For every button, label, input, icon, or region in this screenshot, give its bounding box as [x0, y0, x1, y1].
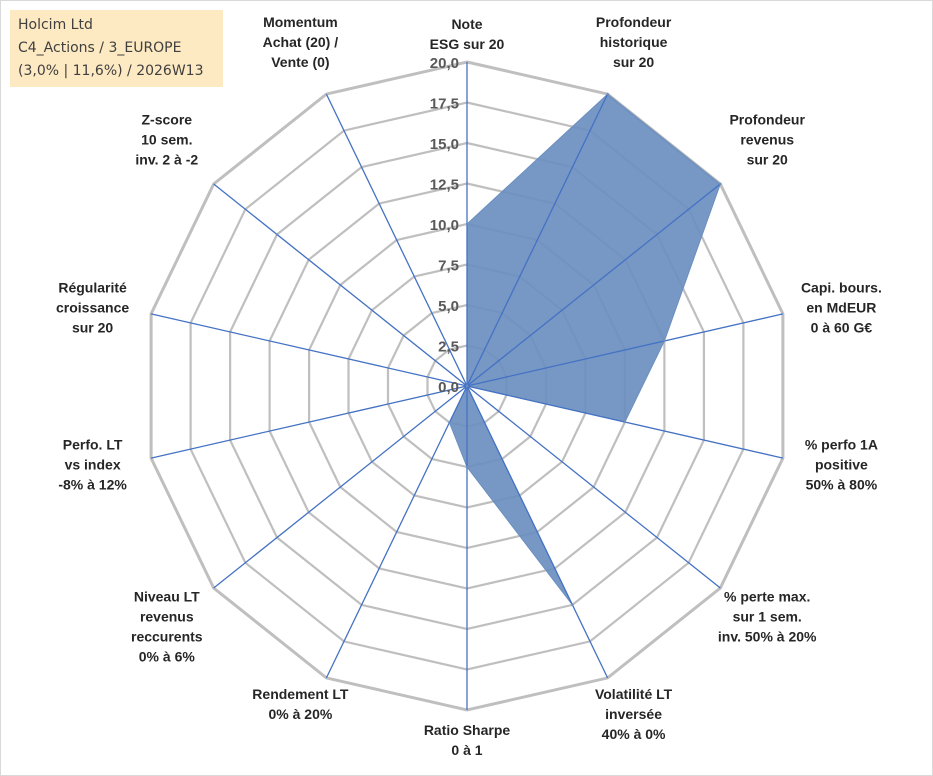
tick-label: 17,5: [430, 96, 459, 113]
data-point: [571, 603, 574, 607]
tick-label: 12,5: [430, 177, 459, 194]
axis-label: % perfo 1A positive 50% à 80%: [805, 436, 878, 492]
axis-label: Ratio Sharpe 0 à 1: [424, 722, 511, 758]
data-point: [275, 233, 279, 236]
axis-label: Capi. bours. en MdEUR 0 à 60 G€: [801, 280, 882, 336]
data-point: [448, 421, 451, 424]
tick-label: 2,5: [438, 339, 459, 356]
data-point: [465, 465, 469, 469]
axis-label: Rendement LT 0% à 20%: [252, 686, 349, 722]
data-point: [663, 339, 666, 343]
data-point: [465, 222, 469, 226]
axis-spoke: [466, 385, 721, 589]
series-area: [276, 93, 721, 606]
title-box: Holcim Ltd C4_Actions / 3_EUROPE (3,0% |…: [10, 10, 223, 87]
axis-label: Perfo. LT vs index -8% à 12%: [58, 436, 127, 492]
axis-label: Profondeur revenus sur 20: [729, 112, 805, 168]
axis-spoke: [213, 385, 468, 589]
axis-spoke: [466, 93, 609, 387]
tick-label: 7,5: [438, 258, 459, 275]
axis-spoke: [466, 183, 721, 387]
axis-label: Momentum Achat (20) / Vente (0): [263, 14, 339, 70]
axis-spoke: [466, 385, 609, 679]
axis-label: Régularité croissance sur 20: [56, 280, 129, 336]
data-point: [347, 411, 350, 415]
axis-spoke: [150, 313, 468, 387]
title-stats: (3,0% | 11,6%) / 2026W13: [18, 63, 204, 79]
axis-label: Profondeur historique sur 20: [596, 14, 672, 70]
tick-label: 15,0: [430, 136, 459, 153]
tick-label: 20,0: [430, 55, 459, 72]
axis-spoke: [325, 93, 468, 387]
tick-label: 5,0: [438, 298, 459, 315]
title-category: C4_Actions / 3_EUROPE: [18, 40, 182, 56]
axis-spoke: [466, 313, 784, 387]
title-company: Holcim Ltd: [18, 17, 93, 33]
axis-spoke: [325, 385, 468, 679]
tick-label: 0,0: [438, 379, 459, 396]
axis-label: % perte max. sur 1 sem. inv. 50% à 20%: [718, 589, 817, 645]
data-point: [719, 182, 722, 186]
axis-label: Z-score 10 sem. inv. 2 à -2: [135, 112, 198, 168]
data-point: [465, 384, 469, 388]
data-point: [623, 420, 627, 424]
axis-spoke: [213, 183, 468, 387]
axis-label: Volatilité LT inversée 40% à 0%: [595, 686, 673, 742]
axis-spoke: [150, 385, 468, 459]
axis-label: Niveau LT revenus reccurents 0% à 6%: [131, 589, 203, 665]
data-point: [606, 92, 609, 96]
axis-label: Note ESG sur 20: [430, 16, 505, 52]
tick-label: 10,0: [430, 217, 459, 234]
